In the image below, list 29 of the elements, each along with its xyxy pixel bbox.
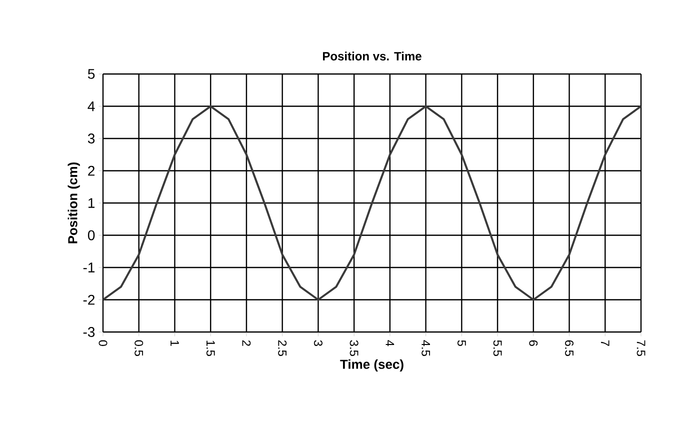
x-tick-label: 1 — [170, 340, 179, 346]
x-tick-label: 3 — [314, 340, 322, 346]
y-tick-label: 1 — [88, 198, 95, 208]
x-tick-label: 4.5 — [422, 340, 430, 356]
x-tick-label: 5.5 — [493, 340, 502, 356]
x-tick-label: 7 — [601, 340, 610, 346]
y-tick-label: -3 — [83, 327, 95, 337]
x-tick-label: 0 — [98, 340, 108, 346]
y-tick-label: 3 — [88, 134, 95, 144]
x-tick-label: 2 — [242, 340, 251, 346]
x-tick-label: 3.5 — [350, 340, 358, 356]
y-tick-label: 5 — [88, 69, 95, 79]
y-tick-label: 0 — [88, 230, 95, 240]
y-tick-label: 4 — [88, 101, 95, 112]
x-tick-label: 6.5 — [565, 340, 574, 356]
y-tick-label: 2 — [88, 166, 95, 176]
x-tick-label: 1.5 — [206, 340, 215, 356]
x-tick-label: 0.5 — [134, 340, 144, 356]
x-axis-title: Time (sec) — [340, 359, 404, 372]
y-axis-title: Position (cm) — [68, 162, 80, 244]
x-tick-label: 7.5 — [636, 340, 646, 356]
y-tick-label: -1 — [83, 262, 95, 272]
line-series — [103, 105, 642, 301]
x-tick-label: 2.5 — [278, 340, 287, 356]
x-tick-label: 4 — [386, 340, 394, 346]
x-tick-label: 5 — [457, 340, 466, 346]
x-tick-label: 6 — [529, 340, 538, 346]
y-tick-label: -2 — [83, 294, 95, 305]
chart-title: Position vs. Time — [323, 52, 422, 60]
